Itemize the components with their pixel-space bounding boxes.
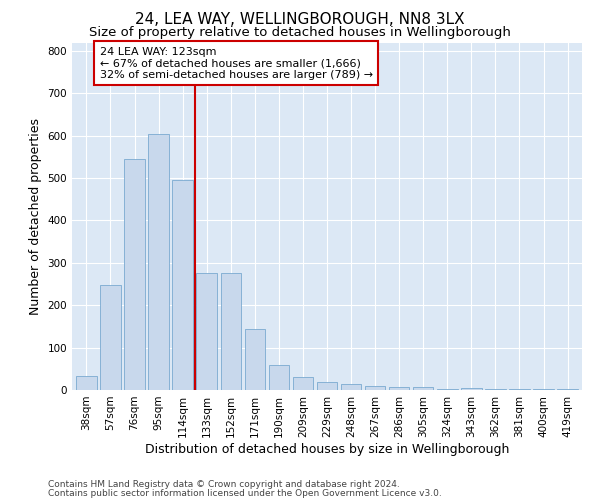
Bar [365,386,385,390]
Y-axis label: Number of detached properties: Number of detached properties [29,118,42,315]
Bar [196,274,217,390]
Bar [76,376,97,390]
Bar [293,378,313,390]
Bar [245,328,265,390]
Bar [317,382,337,390]
Text: 24 LEA WAY: 123sqm
← 67% of detached houses are smaller (1,666)
32% of semi-deta: 24 LEA WAY: 123sqm ← 67% of detached hou… [100,46,373,80]
Bar [509,389,530,390]
Text: 24, LEA WAY, WELLINGBOROUGH, NN8 3LX: 24, LEA WAY, WELLINGBOROUGH, NN8 3LX [135,12,465,28]
Bar [100,285,121,390]
Bar [221,274,241,390]
Bar [485,388,506,390]
Bar [413,386,433,390]
Bar [269,364,289,390]
Bar [533,389,554,390]
Text: Size of property relative to detached houses in Wellingborough: Size of property relative to detached ho… [89,26,511,39]
Text: Contains HM Land Registry data © Crown copyright and database right 2024.: Contains HM Land Registry data © Crown c… [48,480,400,489]
Bar [172,180,193,390]
Bar [124,159,145,390]
Bar [461,388,482,390]
Bar [148,134,169,390]
Bar [437,388,458,390]
Bar [341,384,361,390]
Bar [557,388,578,390]
Bar [389,386,409,390]
Text: Contains public sector information licensed under the Open Government Licence v3: Contains public sector information licen… [48,488,442,498]
X-axis label: Distribution of detached houses by size in Wellingborough: Distribution of detached houses by size … [145,442,509,456]
